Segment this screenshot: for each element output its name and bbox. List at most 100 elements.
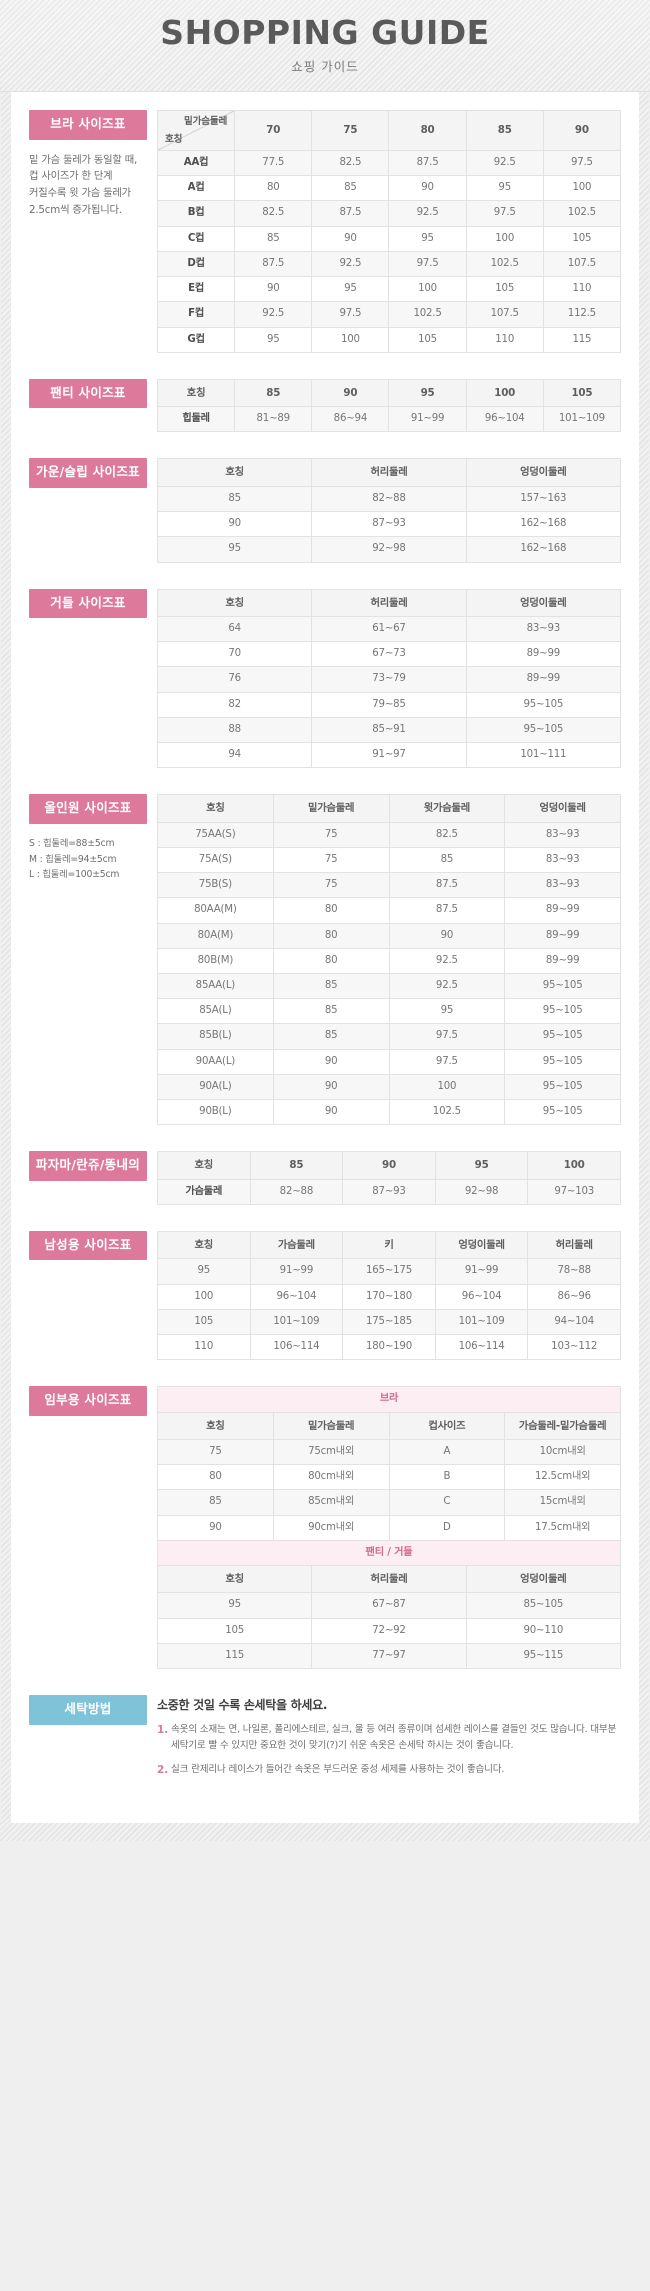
table-cell: 97.5 (465, 200, 544, 227)
table-cell: 90 (272, 1048, 390, 1075)
table-cell: 105 (388, 326, 467, 353)
table-cell: 87.5 (388, 897, 506, 924)
table-cell: 80 (272, 897, 390, 924)
table-cell: 85 (157, 1489, 274, 1516)
table-cell: 92.5 (388, 200, 467, 227)
table-cell: 96~104 (465, 406, 544, 433)
table-cell: 95~105 (504, 998, 621, 1025)
section-mens-side: 남성용 사이즈표 (29, 1230, 157, 1261)
gown-size-table: 호칭 허리둘레 엉덩이둘레 85 82~88 157~163 90 87~93 162~1… (156, 458, 622, 563)
table-cell: 88 (156, 716, 313, 744)
table-cell: 90 (388, 922, 506, 949)
table-cell: 95 (234, 326, 313, 353)
table-cell: 180~190 (342, 1334, 436, 1361)
table-row: 94 91~97 101~111 (156, 742, 622, 769)
table-row: 90 90cm내외 D 17.5cm내외 (157, 1514, 621, 1541)
table-cell: 87.5 (311, 200, 390, 227)
table-cell: 82.5 (311, 149, 390, 177)
right-rail (639, 92, 649, 1824)
table-cell: 95 (156, 1592, 313, 1619)
table-cell: 100 (157, 1283, 251, 1310)
table-row: 75AA(S) 75 82.5 83~93 (157, 821, 621, 848)
table-cell: 92~98 (434, 1178, 529, 1205)
table-cell: 89~99 (465, 666, 622, 693)
diagonal-line-icon (158, 111, 234, 150)
table-cell: 87.5 (388, 149, 467, 177)
section-panty-table-wrap: 호칭 85 90 95 100 105 힙둘레 81~89 86~94 91~99 96… (156, 378, 622, 433)
table-cell: 82~88 (311, 485, 467, 513)
section-pajama-side: 파자마/란쥬/똥내의 (29, 1151, 157, 1181)
maternity-bra-body: 75 75cm내외 A 10cm내외 80 80cm내외 B 12.5cm내외 85 85cm내외… (157, 1438, 621, 1541)
table-cell: 95 (311, 276, 390, 303)
maternity-group-label: 브라 (157, 1386, 621, 1413)
section-girdle: 거들 사이즈표 호칭 허리둘레 엉덩이둘레 64 61~67 83~93 70 67~7… (11, 588, 639, 769)
col-head: 90 (311, 378, 390, 408)
table-cell: 95~105 (504, 1099, 621, 1126)
panty-table-body: 힙둘레 81~89 86~94 91~99 96~104 101~109 (156, 406, 622, 433)
section-allinone-note: S : 힙둘레=88±5cm M : 힙둘레=94±5cm L : 힙둘레=10… (29, 837, 120, 881)
table-cell: 90 (157, 1514, 274, 1541)
table-cell: 100 (388, 1073, 506, 1101)
wash-list: 1. 속옷의 소재는 면, 나일론, 폴리에스테르, 실크, 울 등 여러 종류이… (157, 1722, 621, 1778)
table-cell: 64 (156, 615, 313, 643)
mens-table-body: 95 91~99 165~175 91~99 78~88 100 96~104 170~180… (157, 1258, 621, 1361)
table-row: 90AA(L) 90 97.5 95~105 (157, 1048, 621, 1075)
pajama-size-table: 호칭 85 90 95 100 가슴둘레 82~88 87~93 92~98 97~10… (157, 1151, 621, 1205)
table-cell: 101~111 (465, 742, 622, 769)
table-row: 75 75cm내외 A 10cm내외 (157, 1438, 621, 1466)
table-cell: 90A(L) (157, 1073, 274, 1101)
row-header-cell: D컵 (156, 250, 236, 278)
wash-list-item: 1. 속옷의 소재는 면, 나일론, 폴리에스테르, 실크, 울 등 여러 종류이… (157, 1722, 621, 1753)
section-wash-tag: 세탁방법 (29, 1695, 147, 1725)
table-row: C컵 85 90 95 100 105 (156, 225, 622, 252)
table-header-row: 호칭 허리둘레 엉덩이둘레 (156, 458, 622, 487)
bra-table-body: AA컵 77.5 82.5 87.5 92.5 97.5 A컵 80 85 90 95 100 B컵 82… (156, 149, 622, 353)
table-header-row: 호칭 밑가슴둘레 윗가슴둘레 엉덩이둘레 (157, 794, 621, 823)
col-head: 호칭 (156, 1565, 313, 1594)
col-head: 호칭 (157, 1230, 251, 1260)
wash-item-text: 속옷의 소재는 면, 나일론, 폴리에스테르, 실크, 울 등 여러 종류이며 … (171, 1724, 617, 1751)
table-cell: 87~93 (342, 1178, 436, 1205)
table-cell: 85A(L) (157, 998, 274, 1025)
table-cell: 90AA(L) (157, 1048, 274, 1075)
section-mens-table-wrap: 호칭 가슴둘레 키 엉덩이둘레 허리둘레 95 91~99 165~175 91~99… (157, 1230, 621, 1361)
table-cell: 89~99 (465, 641, 622, 668)
table-cell: 87.5 (388, 872, 506, 899)
table-cell: 92.5 (311, 250, 390, 278)
table-row: 85B(L) 85 97.5 95~105 (157, 1023, 621, 1050)
col-head: 허리둘레 (311, 588, 467, 617)
table-row: A컵 80 85 90 95 100 (156, 175, 622, 202)
table-cell: 85 (388, 846, 506, 874)
table-row: 80 80cm내외 B 12.5cm내외 (157, 1464, 621, 1491)
section-maternity: 임부용 사이즈표 브라 호칭 밑가슴둘레 컵사이즈 가슴둘레-밑가슴둘레 (11, 1386, 639, 1670)
table-row: 70 67~73 89~99 (156, 641, 622, 668)
table-cell: 170~180 (342, 1283, 436, 1310)
col-head: 70 (234, 110, 313, 151)
table-cell: 92.5 (234, 301, 313, 328)
section-girdle-side: 거들 사이즈표 (29, 588, 157, 618)
table-cell: 95~105 (504, 1023, 621, 1050)
table-cell: 97.5 (388, 250, 467, 278)
section-mens-tag: 남성용 사이즈표 (29, 1230, 147, 1261)
col-head: 엉덩이둘레 (465, 458, 622, 487)
table-cell: 80B(M) (157, 947, 274, 975)
table-cell: 102.5 (388, 301, 467, 328)
page-title: SHOPPING GUIDE (160, 13, 490, 52)
table-cell: 75B(S) (157, 872, 274, 899)
table-cell: 96~104 (249, 1283, 344, 1310)
table-cell: 83~93 (504, 821, 621, 848)
table-cell: A (388, 1438, 506, 1466)
table-cell: 94 (156, 742, 313, 769)
maternity-group-label: 팬티 / 거들 (157, 1539, 621, 1567)
section-bra-side: 브라 사이즈표 밑 가슴 둘레가 동일할 때, 컵 사이즈가 한 단계 커질수록… (29, 110, 157, 218)
table-cell: 85 (272, 998, 390, 1025)
table-cell: 94~104 (527, 1308, 621, 1336)
table-cell: 97.5 (311, 301, 390, 328)
table-cell: 67~73 (311, 641, 467, 668)
row-header-cell: G컵 (156, 326, 236, 353)
table-cell: 80AA(M) (157, 897, 274, 924)
col-head: 가슴둘레-밑가슴둘레 (504, 1411, 621, 1440)
page-subtitle: 쇼핑 가이드 (291, 59, 359, 74)
table-cell: 110 (157, 1334, 251, 1361)
table-cell: 95~105 (504, 1048, 621, 1075)
